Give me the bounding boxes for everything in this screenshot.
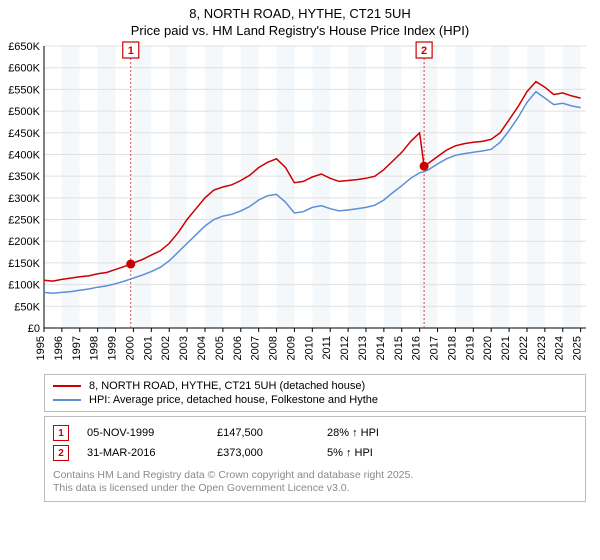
footnote-line: This data is licensed under the Open Gov…: [53, 482, 577, 495]
legend-item: HPI: Average price, detached house, Folk…: [53, 393, 577, 407]
sale-row-marker: 1: [53, 425, 69, 441]
y-axis-label: £250K: [8, 215, 40, 227]
x-axis-label: 2011: [321, 336, 333, 360]
x-axis-label: 2012: [339, 336, 351, 360]
y-axis-label: £500K: [8, 106, 40, 118]
y-axis-label: £400K: [8, 149, 40, 161]
x-axis-label: 2002: [160, 336, 172, 360]
x-axis-label: 2021: [500, 336, 512, 360]
x-axis-label: 1996: [53, 336, 65, 360]
y-axis-label: £200K: [8, 236, 40, 248]
page-subtitle: Price paid vs. HM Land Registry's House …: [0, 23, 600, 38]
x-axis-label: 1999: [107, 336, 119, 360]
x-axis-label: 2004: [196, 336, 208, 360]
sale-date: 05-NOV-1999: [87, 427, 217, 439]
x-axis-label: 2023: [536, 336, 548, 360]
y-axis-label: £300K: [8, 193, 40, 205]
sale-diff: 5% ↑ HPI: [327, 447, 417, 459]
sale-row-marker: 2: [53, 445, 69, 461]
x-axis-label: 2006: [232, 336, 244, 360]
y-axis-label: £100K: [8, 280, 40, 292]
y-axis-label: £650K: [8, 41, 40, 53]
y-axis-label: £150K: [8, 258, 40, 270]
sale-row: 2 31-MAR-2016£373,0005% ↑ HPI: [53, 443, 577, 463]
sale-dot: [420, 162, 429, 171]
page-title: 8, NORTH ROAD, HYTHE, CT21 5UH: [0, 6, 600, 21]
x-axis-label: 2022: [518, 336, 530, 360]
x-axis-label: 2005: [214, 336, 226, 360]
x-axis-label: 2001: [142, 336, 154, 360]
x-axis-label: 2010: [303, 336, 315, 360]
y-axis-label: £350K: [8, 171, 40, 183]
legend-label: HPI: Average price, detached house, Folk…: [89, 394, 378, 406]
x-axis-label: 2008: [268, 336, 280, 360]
sales-table: 1 05-NOV-1999£147,50028% ↑ HPI 2 31-MAR-201…: [44, 416, 586, 502]
x-axis-label: 2000: [124, 336, 136, 360]
y-axis-label: £550K: [8, 84, 40, 96]
y-axis-label: £50K: [14, 301, 40, 313]
footnote-line: Contains HM Land Registry data © Crown c…: [53, 469, 577, 482]
sale-row: 1 05-NOV-1999£147,50028% ↑ HPI: [53, 423, 577, 443]
x-axis-label: 2009: [285, 336, 297, 360]
x-axis-label: 2007: [250, 336, 262, 360]
y-axis-label: £450K: [8, 128, 40, 140]
sale-marker-label: 2: [421, 45, 427, 57]
x-axis-label: 1997: [71, 336, 83, 360]
x-axis-label: 2018: [446, 336, 458, 360]
sale-price: £147,500: [217, 427, 327, 439]
x-axis-label: 2024: [554, 336, 566, 360]
y-axis-label: £600K: [8, 63, 40, 75]
sale-diff: 28% ↑ HPI: [327, 427, 417, 439]
x-axis-label: 1998: [89, 336, 101, 360]
sale-marker-label: 1: [128, 45, 134, 57]
chart-svg: £0 £50K £100K £150K £200K £250K £300K £350K £400…: [0, 38, 600, 368]
sale-price: £373,000: [217, 447, 327, 459]
sale-dot: [126, 260, 135, 269]
x-axis-label: 2019: [464, 336, 476, 360]
legend: 8, NORTH ROAD, HYTHE, CT21 5UH (detached…: [44, 374, 586, 412]
x-axis-label: 2025: [572, 336, 584, 360]
x-axis-label: 2017: [429, 336, 441, 360]
legend-swatch: [53, 399, 81, 401]
legend-item: 8, NORTH ROAD, HYTHE, CT21 5UH (detached…: [53, 379, 577, 393]
x-axis-label: 2016: [411, 336, 423, 360]
x-axis-label: 2015: [393, 336, 405, 360]
x-axis-label: 2013: [357, 336, 369, 360]
x-axis-label: 2014: [375, 336, 387, 360]
y-axis-label: £0: [28, 323, 40, 335]
chart-area: £0 £50K £100K £150K £200K £250K £300K £350K £400…: [0, 38, 600, 368]
sale-date: 31-MAR-2016: [87, 447, 217, 459]
x-axis-label: 2020: [482, 336, 494, 360]
x-axis-label: 2003: [178, 336, 190, 360]
legend-swatch: [53, 385, 81, 387]
x-axis-label: 1995: [35, 336, 47, 360]
legend-label: 8, NORTH ROAD, HYTHE, CT21 5UH (detached…: [89, 380, 365, 392]
